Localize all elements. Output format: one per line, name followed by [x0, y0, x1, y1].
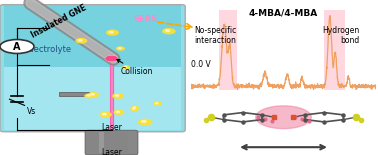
Circle shape: [132, 106, 139, 109]
FancyBboxPatch shape: [4, 17, 181, 21]
FancyBboxPatch shape: [4, 101, 181, 105]
Circle shape: [166, 30, 170, 32]
FancyBboxPatch shape: [0, 5, 185, 132]
Circle shape: [138, 119, 152, 125]
Circle shape: [118, 48, 121, 49]
FancyBboxPatch shape: [123, 132, 128, 153]
Circle shape: [87, 95, 90, 96]
FancyBboxPatch shape: [113, 132, 118, 153]
Circle shape: [124, 66, 127, 67]
FancyBboxPatch shape: [4, 67, 181, 72]
FancyBboxPatch shape: [4, 97, 181, 101]
Circle shape: [123, 66, 129, 68]
FancyBboxPatch shape: [4, 84, 181, 88]
FancyBboxPatch shape: [4, 13, 181, 17]
Text: No-specific
interaction: No-specific interaction: [195, 26, 237, 45]
Circle shape: [131, 108, 138, 111]
Circle shape: [88, 93, 99, 97]
FancyBboxPatch shape: [89, 132, 94, 153]
Circle shape: [117, 47, 124, 50]
FancyBboxPatch shape: [4, 93, 181, 97]
Circle shape: [132, 108, 135, 109]
Circle shape: [102, 113, 106, 115]
Circle shape: [78, 40, 82, 41]
Text: Laser: Laser: [101, 148, 122, 155]
FancyBboxPatch shape: [4, 109, 181, 113]
FancyBboxPatch shape: [4, 88, 181, 93]
Text: Insulated GNE: Insulated GNE: [29, 3, 88, 39]
FancyBboxPatch shape: [4, 51, 181, 55]
FancyBboxPatch shape: [4, 21, 181, 26]
Text: 4-MBA/4-MBA: 4-MBA/4-MBA: [249, 8, 318, 17]
Text: A: A: [13, 42, 21, 51]
FancyBboxPatch shape: [4, 59, 181, 63]
Circle shape: [106, 56, 117, 61]
Circle shape: [0, 40, 34, 53]
FancyBboxPatch shape: [4, 55, 181, 59]
Circle shape: [113, 94, 123, 98]
FancyBboxPatch shape: [4, 63, 181, 67]
Circle shape: [115, 95, 119, 96]
Text: Collision: Collision: [117, 60, 153, 76]
Bar: [59, 92, 89, 96]
FancyBboxPatch shape: [4, 113, 181, 118]
Text: Hydrogen
bond: Hydrogen bond: [322, 26, 359, 45]
Circle shape: [133, 107, 136, 108]
Circle shape: [114, 110, 124, 114]
FancyBboxPatch shape: [4, 30, 181, 34]
FancyBboxPatch shape: [4, 80, 181, 84]
FancyBboxPatch shape: [4, 118, 181, 122]
FancyBboxPatch shape: [4, 126, 181, 130]
FancyBboxPatch shape: [85, 130, 138, 155]
Bar: [324, 10, 345, 90]
FancyBboxPatch shape: [4, 76, 181, 80]
Ellipse shape: [256, 106, 311, 129]
Circle shape: [91, 94, 94, 95]
Text: SERS: SERS: [133, 15, 158, 24]
Circle shape: [85, 94, 94, 98]
FancyBboxPatch shape: [4, 46, 181, 51]
FancyBboxPatch shape: [4, 72, 181, 76]
FancyBboxPatch shape: [118, 132, 123, 153]
Circle shape: [107, 30, 118, 35]
Circle shape: [116, 111, 119, 113]
Circle shape: [155, 103, 158, 104]
Circle shape: [163, 29, 175, 34]
FancyBboxPatch shape: [4, 105, 181, 109]
Text: Electrolyte: Electrolyte: [26, 45, 72, 54]
FancyBboxPatch shape: [4, 42, 181, 46]
FancyBboxPatch shape: [4, 34, 181, 38]
FancyBboxPatch shape: [108, 132, 113, 153]
FancyBboxPatch shape: [4, 9, 181, 13]
Circle shape: [154, 102, 161, 105]
Circle shape: [76, 39, 87, 43]
Text: 0.0 V: 0.0 V: [191, 60, 211, 69]
FancyBboxPatch shape: [104, 132, 108, 153]
Bar: [218, 10, 237, 90]
Text: Vs: Vs: [26, 107, 36, 116]
FancyBboxPatch shape: [94, 132, 99, 153]
FancyBboxPatch shape: [99, 132, 104, 153]
Circle shape: [100, 112, 111, 117]
Circle shape: [141, 121, 146, 122]
FancyBboxPatch shape: [4, 122, 181, 126]
FancyBboxPatch shape: [4, 26, 181, 30]
Text: Laser: Laser: [101, 123, 122, 143]
Circle shape: [109, 31, 113, 33]
FancyBboxPatch shape: [4, 38, 181, 42]
FancyBboxPatch shape: [4, 5, 181, 9]
